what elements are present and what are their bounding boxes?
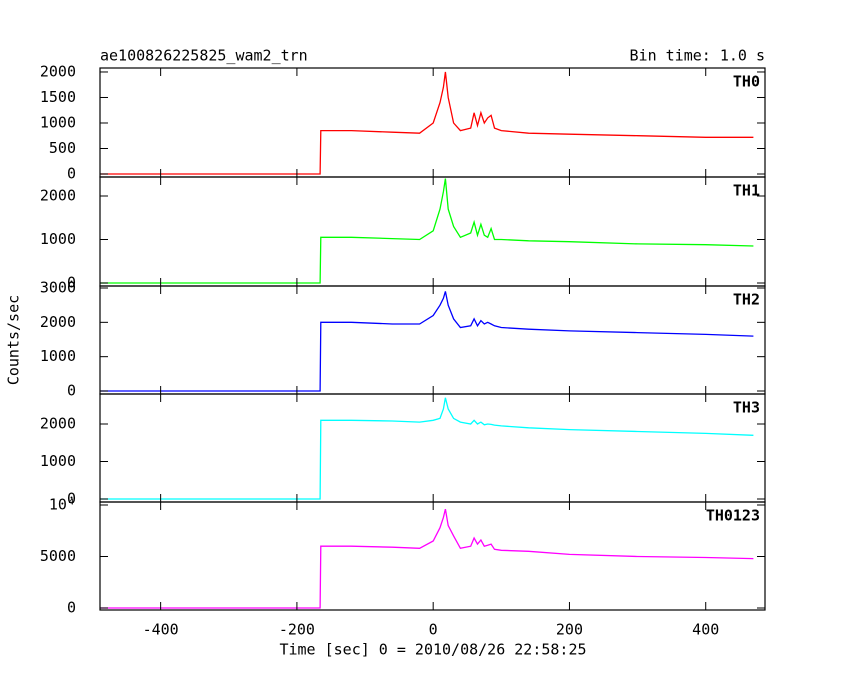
light-curve	[100, 178, 754, 284]
panel-label: TH3	[733, 399, 760, 417]
panel-label: TH0123	[706, 507, 760, 525]
light-curve	[100, 508, 754, 609]
y-tick-label: 1000	[40, 230, 76, 248]
y-tick-label: 1000	[40, 347, 76, 365]
x-axis-label: Time [sec] 0 = 2010/08/26 22:58:25	[279, 641, 586, 659]
y-axis-label: Counts/sec	[5, 295, 23, 385]
y-tick-label: 5000	[40, 547, 76, 565]
bin-time: Bin time: 1.0 s	[630, 47, 765, 65]
y-tick-label: 0	[67, 382, 76, 400]
x-tick-label: 0	[429, 621, 438, 639]
y-tick-label: 500	[49, 139, 76, 157]
y-tick-label: 3000	[40, 278, 76, 296]
y-tick-label: 2000	[40, 187, 76, 205]
y-tick-label: 0	[67, 490, 76, 508]
panel-label: TH2	[733, 291, 760, 309]
y-tick-label: 2000	[40, 62, 76, 80]
y-tick-label: 1000	[40, 113, 76, 131]
x-tick-label: -200	[279, 621, 315, 639]
y-tick-label: 2000	[40, 415, 76, 433]
panel-label: TH1	[733, 182, 760, 200]
panel-label: TH0	[733, 73, 760, 91]
y-tick-label: 10⁴	[49, 495, 76, 513]
x-tick-label: 400	[692, 621, 719, 639]
light-curve	[100, 291, 754, 392]
light-curve	[100, 71, 754, 175]
x-tick-label: 200	[556, 621, 583, 639]
y-tick-label: 0	[67, 164, 76, 182]
y-tick-label: 0	[67, 273, 76, 291]
y-tick-label: 2000	[40, 313, 76, 331]
y-tick-label: 0	[67, 599, 76, 617]
x-tick-label: -400	[143, 621, 179, 639]
light-curve	[100, 397, 754, 500]
y-tick-label: 1500	[40, 88, 76, 106]
chart-title: ae100826225825_wam2_trn	[100, 47, 308, 65]
y-tick-label: 1000	[40, 452, 76, 470]
